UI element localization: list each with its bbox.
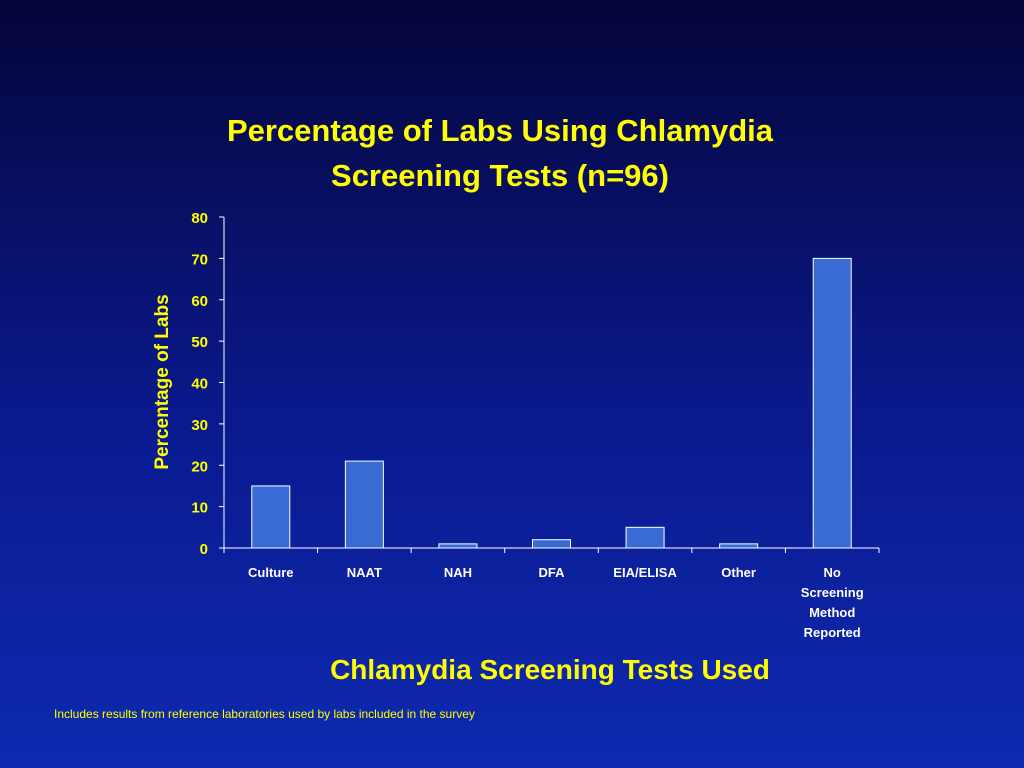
bars: [251, 257, 852, 549]
y-tick-label: 70: [191, 251, 208, 268]
x-tick-label: No: [824, 565, 841, 580]
x-tick-label: Culture: [248, 565, 294, 580]
x-tick-label: DFA: [539, 565, 566, 580]
bar: [344, 460, 384, 549]
bar: [719, 543, 759, 549]
x-tick-label: NAAT: [347, 565, 382, 580]
y-tick-label: 20: [191, 458, 208, 475]
x-tick-label: Screening: [801, 585, 864, 600]
y-tick-label: 50: [191, 334, 208, 351]
x-tick-labels: Culture NAAT NAH DFA EIA/ELISA Other No Screeni…: [248, 565, 864, 640]
y-tick-label: 80: [191, 210, 208, 227]
bar: [438, 543, 478, 549]
y-tick-label: 0: [200, 541, 208, 558]
y-axis-title-group: Percentage of Labs: [152, 294, 173, 469]
x-axis-title: Chlamydia Screening Tests Used: [330, 654, 770, 685]
bar: [251, 485, 291, 549]
y-tick-labels: 0 10 20 30 40 50 60 70 80: [191, 210, 208, 558]
x-tick-label: Method: [809, 605, 855, 620]
x-tick-label: EIA/ELISA: [613, 565, 677, 580]
chart-title-line-1: Percentage of Labs Using Chlamydia: [226, 113, 774, 148]
bar: [532, 539, 571, 549]
x-tick-label: NAH: [444, 565, 472, 580]
y-tick-label: 60: [191, 293, 208, 310]
bar: [625, 526, 665, 549]
y-axis-title: Percentage of Labs: [152, 294, 173, 469]
chart-title: Percentage of Labs Using Chlamydia Scree…: [0, 108, 1000, 198]
x-tick-label: Other: [721, 565, 756, 580]
axes: [219, 216, 880, 553]
x-tick-label: Reported: [804, 625, 861, 640]
bar: [812, 257, 852, 549]
chart-title-line-2: Screening Tests (n=96): [331, 158, 669, 193]
y-tick-label: 40: [191, 376, 208, 393]
footnote: Includes results from reference laborato…: [54, 707, 475, 721]
y-tick-label: 30: [191, 417, 208, 434]
y-tick-label: 10: [191, 500, 208, 517]
